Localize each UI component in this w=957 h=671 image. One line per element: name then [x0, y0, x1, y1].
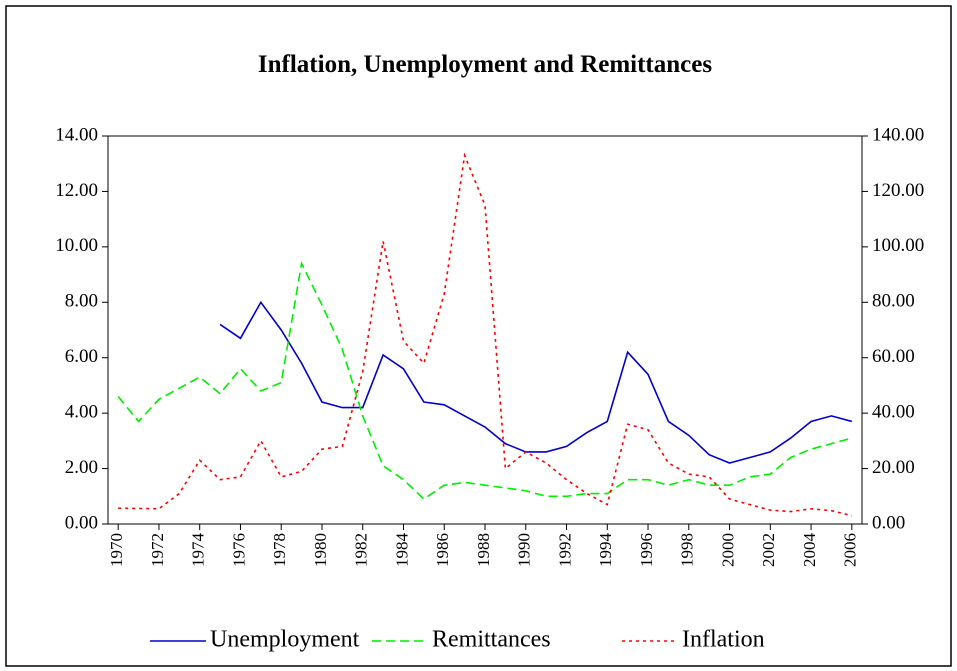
x-tick-label: 1996 [637, 533, 656, 567]
y2-tick-label: 60.00 [872, 346, 915, 367]
x-tick-label: 1974 [189, 533, 208, 568]
x-tick-label: 2006 [841, 533, 860, 567]
y-tick-label: 12.00 [55, 180, 98, 201]
y-tick-label: 10.00 [55, 235, 98, 256]
x-tick-label: 1994 [596, 533, 615, 568]
y-tick-label: 0.00 [65, 512, 98, 533]
y2-tick-label: 0.00 [872, 512, 905, 533]
x-tick-label: 1970 [107, 533, 126, 567]
x-tick-label: 1980 [311, 533, 330, 567]
legend-label: Inflation [682, 627, 765, 653]
x-tick-label: 1982 [352, 533, 371, 567]
series-line [219, 300, 853, 464]
y-tick-label: 6.00 [65, 346, 98, 367]
x-tick-label: 1976 [229, 533, 248, 567]
y2-tick-label: 20.00 [872, 457, 915, 478]
x-tick-label: 1984 [392, 533, 411, 568]
series-line [117, 260, 853, 501]
legend-label: Unemployment [210, 627, 360, 653]
y-tick-label: 2.00 [65, 457, 98, 478]
y2-tick-label: 100.00 [872, 235, 924, 256]
y2-tick-label: 120.00 [872, 180, 924, 201]
x-tick-label: 1978 [270, 533, 289, 567]
y2-tick-label: 140.00 [872, 124, 924, 145]
x-tick-label: 2002 [759, 533, 778, 567]
x-tick-label: 2000 [718, 533, 737, 567]
y-tick-label: 14.00 [55, 124, 98, 145]
series-line [118, 152, 853, 517]
x-tick-label: 1972 [148, 533, 167, 567]
x-tick-label: 2004 [800, 533, 819, 568]
x-tick-label: 1986 [433, 533, 452, 567]
x-tick-label: 1998 [678, 533, 697, 567]
chart-title: Inflation, Unemployment and Remittances [258, 51, 712, 78]
legend-label: Remittances [432, 627, 551, 653]
y-tick-label: 8.00 [65, 291, 98, 312]
chart-frame [5, 5, 952, 667]
x-tick-label: 1988 [474, 533, 493, 567]
y2-tick-label: 80.00 [872, 291, 915, 312]
y2-tick-label: 40.00 [872, 402, 915, 423]
x-tick-label: 1990 [515, 533, 534, 567]
y-tick-label: 4.00 [65, 402, 98, 423]
x-tick-label: 1992 [555, 533, 574, 567]
